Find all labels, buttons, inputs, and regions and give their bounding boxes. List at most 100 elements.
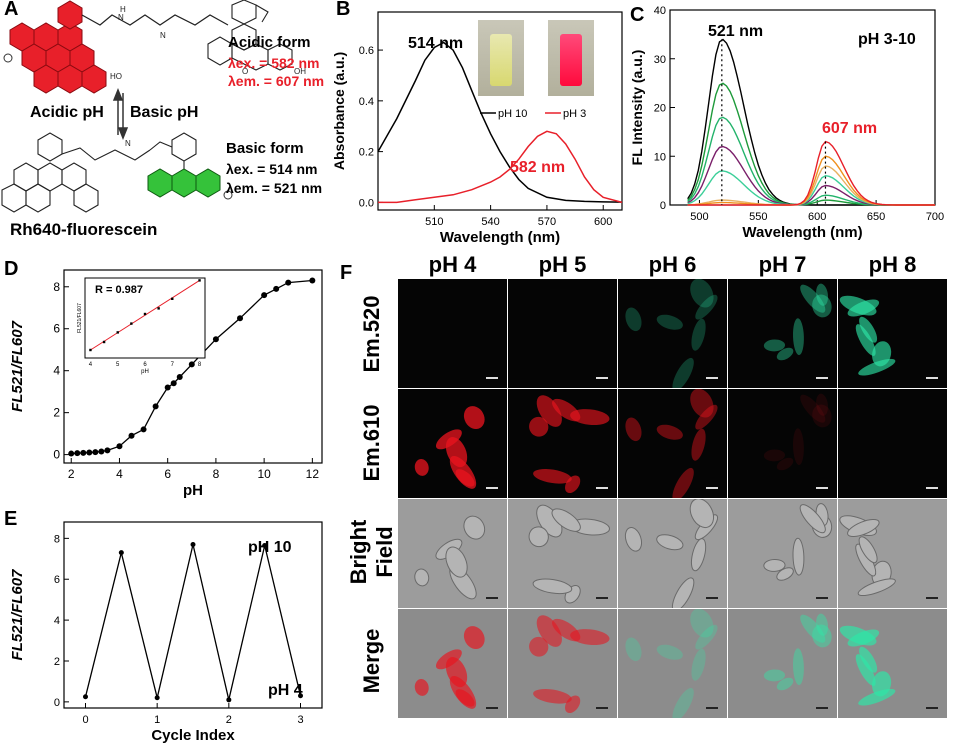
micrograph-merge-ph-4 [398, 609, 507, 718]
svg-text:N: N [125, 139, 131, 148]
cell [671, 577, 695, 608]
cycle-point [262, 543, 268, 549]
panel-label-d: D [4, 258, 19, 280]
scale-bar [816, 597, 828, 599]
cell [414, 459, 429, 476]
y-tick-label: 2 [54, 656, 60, 668]
cell [414, 679, 429, 696]
acidic-linker: H N N [81, 5, 229, 40]
cell [532, 578, 573, 595]
micrograph-bright-ph-5 [508, 499, 617, 608]
micrograph-green-ph-7 [728, 279, 837, 388]
inset-point [143, 312, 147, 316]
inset-fit-line [90, 279, 200, 351]
cell [792, 648, 804, 686]
scale-bar [486, 487, 498, 489]
spectrum-line-7 [687, 140, 935, 206]
cell [625, 307, 642, 332]
chart-title: pH 3-10 [858, 31, 916, 48]
cell [533, 689, 572, 704]
micrograph-cells [414, 626, 498, 709]
inset-point [89, 348, 92, 352]
acidic-fluorescein: HO O OH [110, 0, 306, 81]
micrograph-cells [596, 377, 608, 379]
micrograph-cells [763, 393, 832, 489]
scale-bar [926, 597, 938, 599]
peak-label-607: 607 nm [822, 120, 877, 137]
ratio-point [80, 449, 87, 456]
ratio-point [273, 285, 280, 292]
acidic-rhodamine-core [9, 0, 107, 94]
y-tick-label: 0 [53, 448, 60, 462]
scale-bar [596, 377, 608, 379]
legend-label-ph10: pH 10 [498, 108, 527, 120]
cell [812, 404, 832, 428]
ratio-point [261, 292, 268, 299]
cell [552, 398, 581, 422]
y-tick-label: 20 [654, 103, 666, 115]
cell [656, 644, 683, 660]
cycle-point [83, 694, 88, 700]
cycle-point [154, 695, 160, 701]
peak-label-582: 582 nm [510, 159, 565, 176]
ph4-label: pH 4 [268, 682, 303, 699]
row-label-merge: Merge [359, 628, 384, 693]
ratio-point [116, 443, 123, 450]
scale-bar [816, 487, 828, 489]
inset-frame [84, 277, 206, 359]
cell [625, 637, 642, 662]
x-tick-label: 500 [690, 211, 708, 223]
cell [800, 284, 826, 313]
spectrum-line-6 [687, 155, 935, 206]
inset-x-tick-label: 5 [116, 362, 120, 368]
y-tick-label: 0.0 [359, 197, 374, 209]
scale-bar [706, 487, 718, 489]
micrograph-cells [839, 625, 938, 709]
cell [625, 417, 642, 442]
reversibility-chart: 0 1 2 3 0 2 4 6 8 Cycle Index FL521/FL607 pH 10 pH 4 [9, 521, 323, 744]
cell [533, 469, 572, 484]
ratio-point [164, 384, 171, 391]
y-tick-label: 0.2 [359, 147, 374, 159]
cycle-point [190, 541, 196, 547]
micrograph-cells [414, 406, 498, 489]
inset-point [130, 322, 133, 325]
panel-label-e: E [4, 508, 18, 530]
ratio-point [128, 432, 135, 439]
micrograph-red-ph-7 [728, 389, 837, 498]
micrograph-red-ph-5 [508, 389, 617, 498]
inset-x-label: pH [141, 369, 149, 375]
cell [695, 294, 718, 320]
panel-label-f: F [340, 262, 353, 284]
svg-text:HO: HO [110, 72, 122, 81]
micrograph-red-ph-4 [398, 389, 507, 498]
x-tick-label: 550 [749, 211, 767, 223]
column-label-ph-4: pH 4 [428, 252, 477, 277]
micrograph-cells [529, 395, 610, 494]
scale-bar [486, 377, 498, 379]
cell [528, 526, 549, 548]
ph10-label: pH 10 [248, 539, 292, 556]
cell [792, 318, 804, 356]
cell [858, 358, 896, 376]
spectrum-line-0 [687, 38, 935, 206]
cell [858, 688, 896, 706]
cell [691, 648, 706, 681]
x-tick-label: 1 [154, 714, 160, 726]
acidic-em-label: λem. = 607 nm [228, 73, 325, 89]
cell [776, 567, 794, 581]
cell [690, 538, 707, 572]
equilibrium-arrow [112, 87, 129, 141]
peak-label-514: 514 nm [408, 35, 463, 52]
cell [570, 409, 610, 426]
cell [847, 518, 880, 537]
column-label-ph-6: pH 6 [648, 252, 697, 277]
cell [855, 654, 876, 686]
inset-x-tick-label: 4 [89, 362, 93, 368]
cell [858, 536, 878, 564]
inset-r-label: R = 0.987 [95, 284, 143, 296]
micrograph-green-ph-6 [618, 279, 727, 388]
svg-text:N: N [160, 31, 166, 40]
cell [763, 669, 786, 682]
cell [691, 428, 706, 461]
